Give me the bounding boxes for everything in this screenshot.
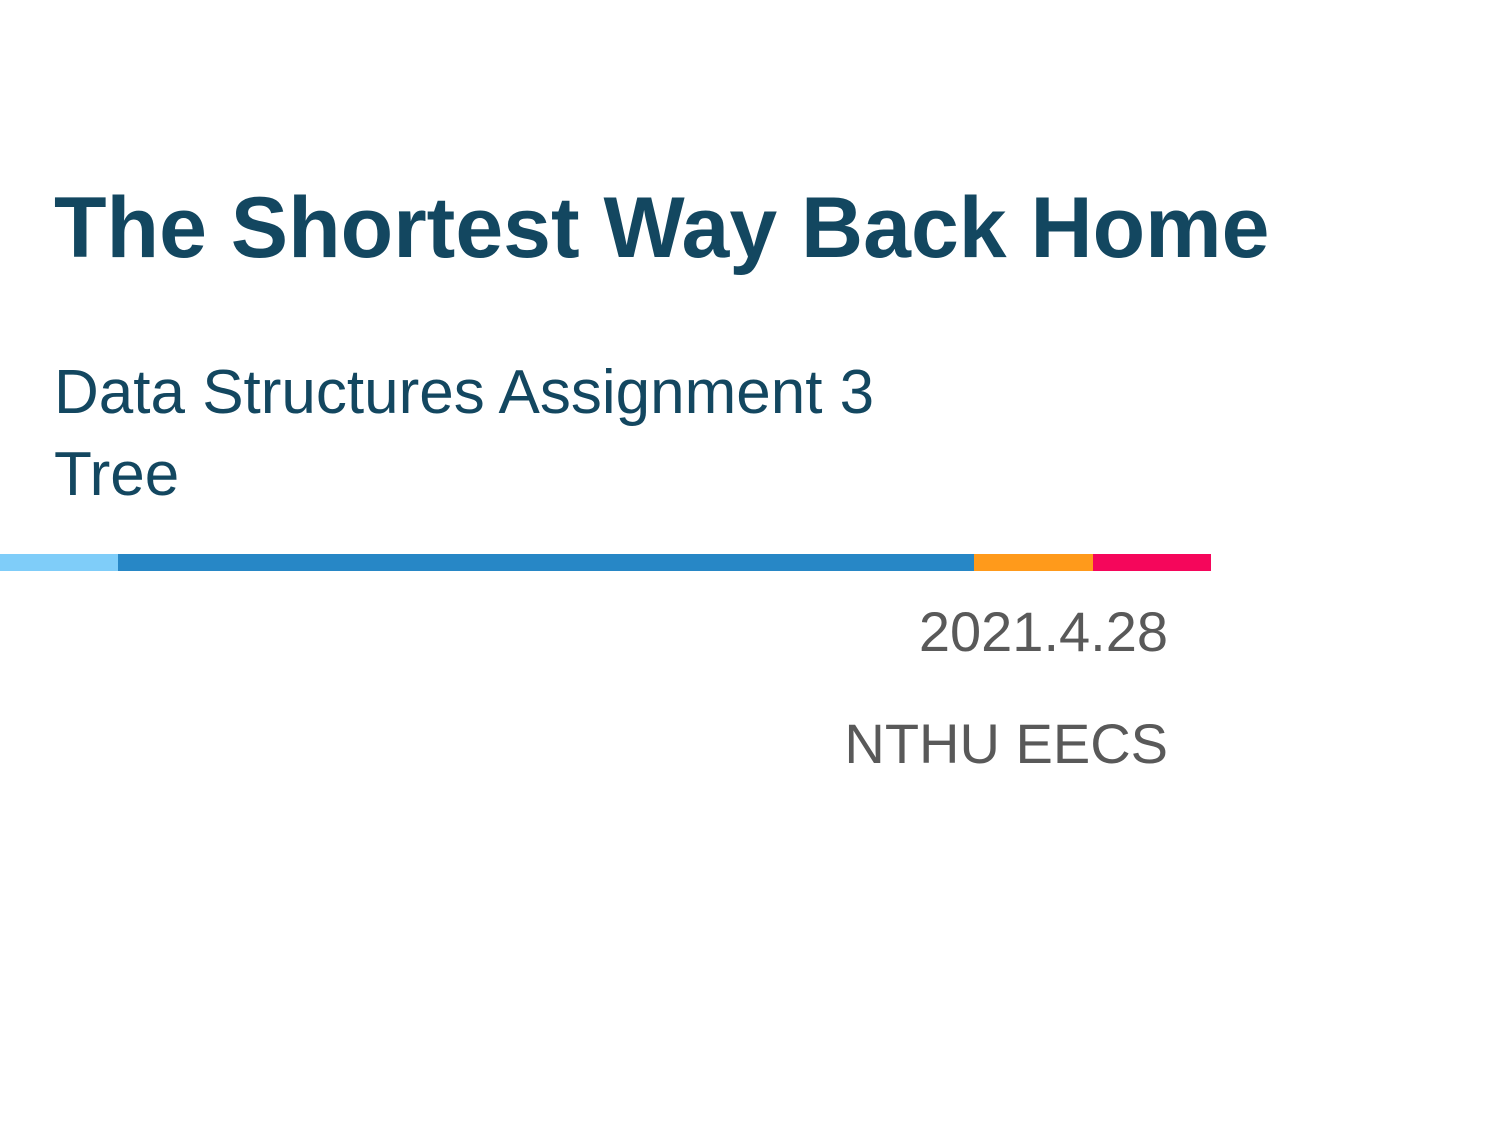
- subtitle-line-topic: Tree: [54, 440, 180, 509]
- slide-subtitle: Data Structures Assignment 3 Tree: [54, 352, 874, 516]
- color-bar-segment-orange: [974, 554, 1093, 571]
- color-bar-segment-light-blue: [0, 554, 118, 571]
- decorative-color-bar: [0, 554, 1211, 571]
- color-bar-segment-pink: [1093, 554, 1211, 571]
- slide-date: 2021.4.28: [918, 600, 1168, 663]
- slide-organization: NTHU EECS: [844, 712, 1168, 775]
- slide-title: The Shortest Way Back Home: [54, 180, 1270, 276]
- subtitle-line-course: Data Structures Assignment 3: [54, 358, 875, 427]
- color-bar-segment-blue: [118, 554, 974, 571]
